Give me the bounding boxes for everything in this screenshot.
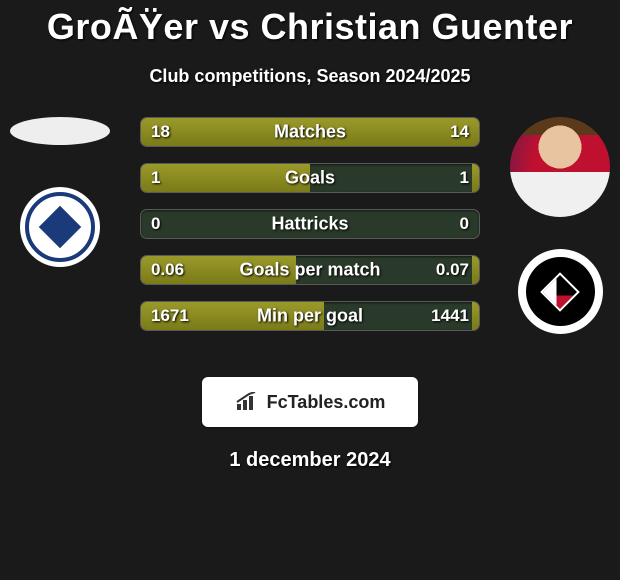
stat-row: 1671 Min per goal 1441 <box>140 301 480 331</box>
stat-row: 18 Matches 14 <box>140 117 480 147</box>
stat-right-value: 1 <box>460 168 469 188</box>
comparison-area: 18 Matches 14 1 Goals 1 0 Hattricks 0 0.… <box>0 117 620 367</box>
bar-chart-icon <box>235 392 261 412</box>
watermark: FcTables.com <box>202 377 418 427</box>
stat-label: Goals per match <box>141 260 479 281</box>
stat-label: Hattricks <box>141 214 479 235</box>
stats-table: 18 Matches 14 1 Goals 1 0 Hattricks 0 0.… <box>140 117 480 347</box>
right-club-logo <box>518 249 603 334</box>
stat-label: Min per goal <box>141 306 479 327</box>
page-date: 1 december 2024 <box>0 449 620 472</box>
watermark-text: FcTables.com <box>267 392 386 413</box>
stat-right-value: 0.07 <box>436 260 469 280</box>
right-player-avatar <box>510 117 610 217</box>
stat-label: Goals <box>141 168 479 189</box>
left-player-column <box>0 117 120 267</box>
page-subtitle: Club competitions, Season 2024/2025 <box>0 66 620 87</box>
stat-row: 0 Hattricks 0 <box>140 209 480 239</box>
left-club-logo <box>20 187 100 267</box>
stat-right-value: 14 <box>450 122 469 142</box>
left-player-avatar <box>10 117 110 145</box>
page-title: GroÃŸer vs Christian Guenter <box>0 0 620 48</box>
stat-right-value: 1441 <box>431 306 469 326</box>
right-player-column <box>500 117 620 334</box>
stat-row: 1 Goals 1 <box>140 163 480 193</box>
stat-label: Matches <box>141 122 479 143</box>
stat-row: 0.06 Goals per match 0.07 <box>140 255 480 285</box>
stat-right-value: 0 <box>460 214 469 234</box>
